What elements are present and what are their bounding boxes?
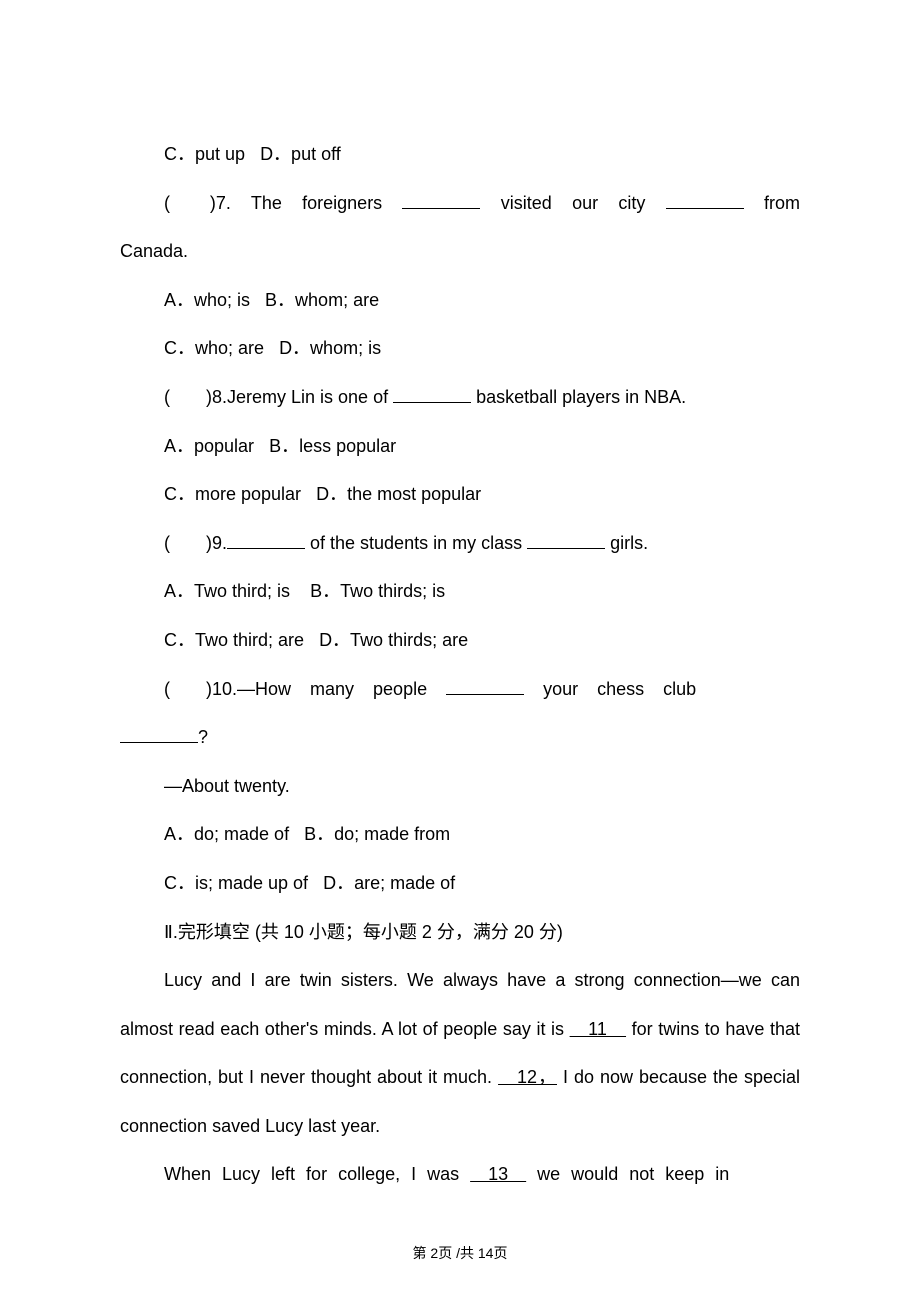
q9-opt-d: D．Two thirds; are: [319, 630, 468, 650]
q10-opt-c: C．is; made up of: [164, 873, 308, 893]
q8-opt-d: D．the most popular: [316, 484, 481, 504]
cloze-paragraph-1: Lucy and I are twin sisters. We always h…: [120, 956, 800, 1150]
q10-opt-b: B．do; made from: [304, 824, 450, 844]
q9-stem-post: girls.: [605, 533, 648, 553]
cloze-paragraph-2: When Lucy left for college, I was 13 we …: [120, 1150, 800, 1199]
q9-stem-pre: ( )9.: [164, 533, 227, 553]
fill-blank: [666, 190, 744, 209]
cloze-blank-13: 13: [470, 1164, 526, 1184]
document-page: C．put up D．put off ( )7. The foreigners …: [0, 0, 920, 1303]
fill-blank: [227, 530, 305, 549]
q9-opt-b: B．Two thirds; is: [310, 581, 445, 601]
q6-options-cd: C．put up D．put off: [120, 130, 800, 179]
q7-stem-mid: visited our city: [480, 193, 665, 213]
fill-blank: [393, 384, 471, 403]
q7-opt-a: A．who; is: [164, 290, 250, 310]
q7-stem-pre: ( )7. The foreigners: [164, 193, 402, 213]
q10-options-cd: C．is; made up of D．are; made of: [120, 859, 800, 908]
cloze-p2b: we would not keep in: [526, 1164, 729, 1184]
q10-reply: —About twenty.: [120, 762, 800, 811]
q10-opt-d: D．are; made of: [323, 873, 455, 893]
q9-stem-mid: of the students in my class: [305, 533, 527, 553]
q10-stem-pre: ( )10.—How many people: [164, 679, 446, 699]
q8-opt-c: C．more popular: [164, 484, 301, 504]
q8-options-cd: C．more popular D．the most popular: [120, 470, 800, 519]
q6-opt-c: C．put up: [164, 144, 245, 164]
cloze-blank-11: 11: [570, 1019, 626, 1039]
q7-opt-c: C．who; are: [164, 338, 264, 358]
fill-blank: [446, 676, 524, 695]
q9-opt-c: C．Two third; are: [164, 630, 304, 650]
q10-reply-text: —About twenty.: [164, 776, 290, 796]
q10-stem-mid: your chess club: [524, 679, 696, 699]
q7-options-cd: C．who; are D．whom; is: [120, 324, 800, 373]
q8-stem: ( )8.Jeremy Lin is one of basketball pla…: [120, 373, 800, 422]
q8-options-ab: A．popular B．less popular: [120, 422, 800, 471]
section2-title-text: Ⅱ.完形填空 (共 10 小题；每小题 2 分，满分 20 分): [164, 922, 563, 942]
q10-stem-post: ?: [198, 727, 208, 747]
q9-opt-a: A．Two third; is: [164, 581, 290, 601]
q8-opt-a: A．popular: [164, 436, 254, 456]
section2-title: Ⅱ.完形填空 (共 10 小题；每小题 2 分，满分 20 分): [120, 908, 800, 957]
fill-blank: [402, 190, 480, 209]
q8-opt-b: B．less popular: [269, 436, 396, 456]
cloze-p2a: When Lucy left for college, I was: [164, 1164, 470, 1184]
q9-options-ab: A．Two third; is B．Two thirds; is: [120, 567, 800, 616]
q7-stem-line1: ( )7. The foreigners visited our city fr…: [120, 179, 800, 276]
q7-opt-b: B．whom; are: [265, 290, 379, 310]
q10-options-ab: A．do; made of B．do; made from: [120, 810, 800, 859]
q7-options-ab: A．who; is B．whom; are: [120, 276, 800, 325]
page-footer: 第 2页 /共 14页: [0, 1243, 920, 1263]
page-number: 第 2页 /共 14页: [413, 1245, 508, 1261]
q9-stem: ( )9. of the students in my class girls.: [120, 519, 800, 568]
fill-blank: [527, 530, 605, 549]
q9-options-cd: C．Two third; are D．Two thirds; are: [120, 616, 800, 665]
q7-opt-d: D．whom; is: [279, 338, 381, 358]
q6-opt-d: D．put off: [260, 144, 341, 164]
q10-opt-a: A．do; made of: [164, 824, 289, 844]
q8-stem-pre: ( )8.Jeremy Lin is one of: [164, 387, 393, 407]
q10-stem: ( )10.—How many people your chess club ?: [120, 665, 800, 762]
fill-blank: [120, 724, 198, 743]
cloze-blank-12: 12，: [498, 1067, 557, 1087]
q8-stem-post: basketball players in NBA.: [471, 387, 686, 407]
